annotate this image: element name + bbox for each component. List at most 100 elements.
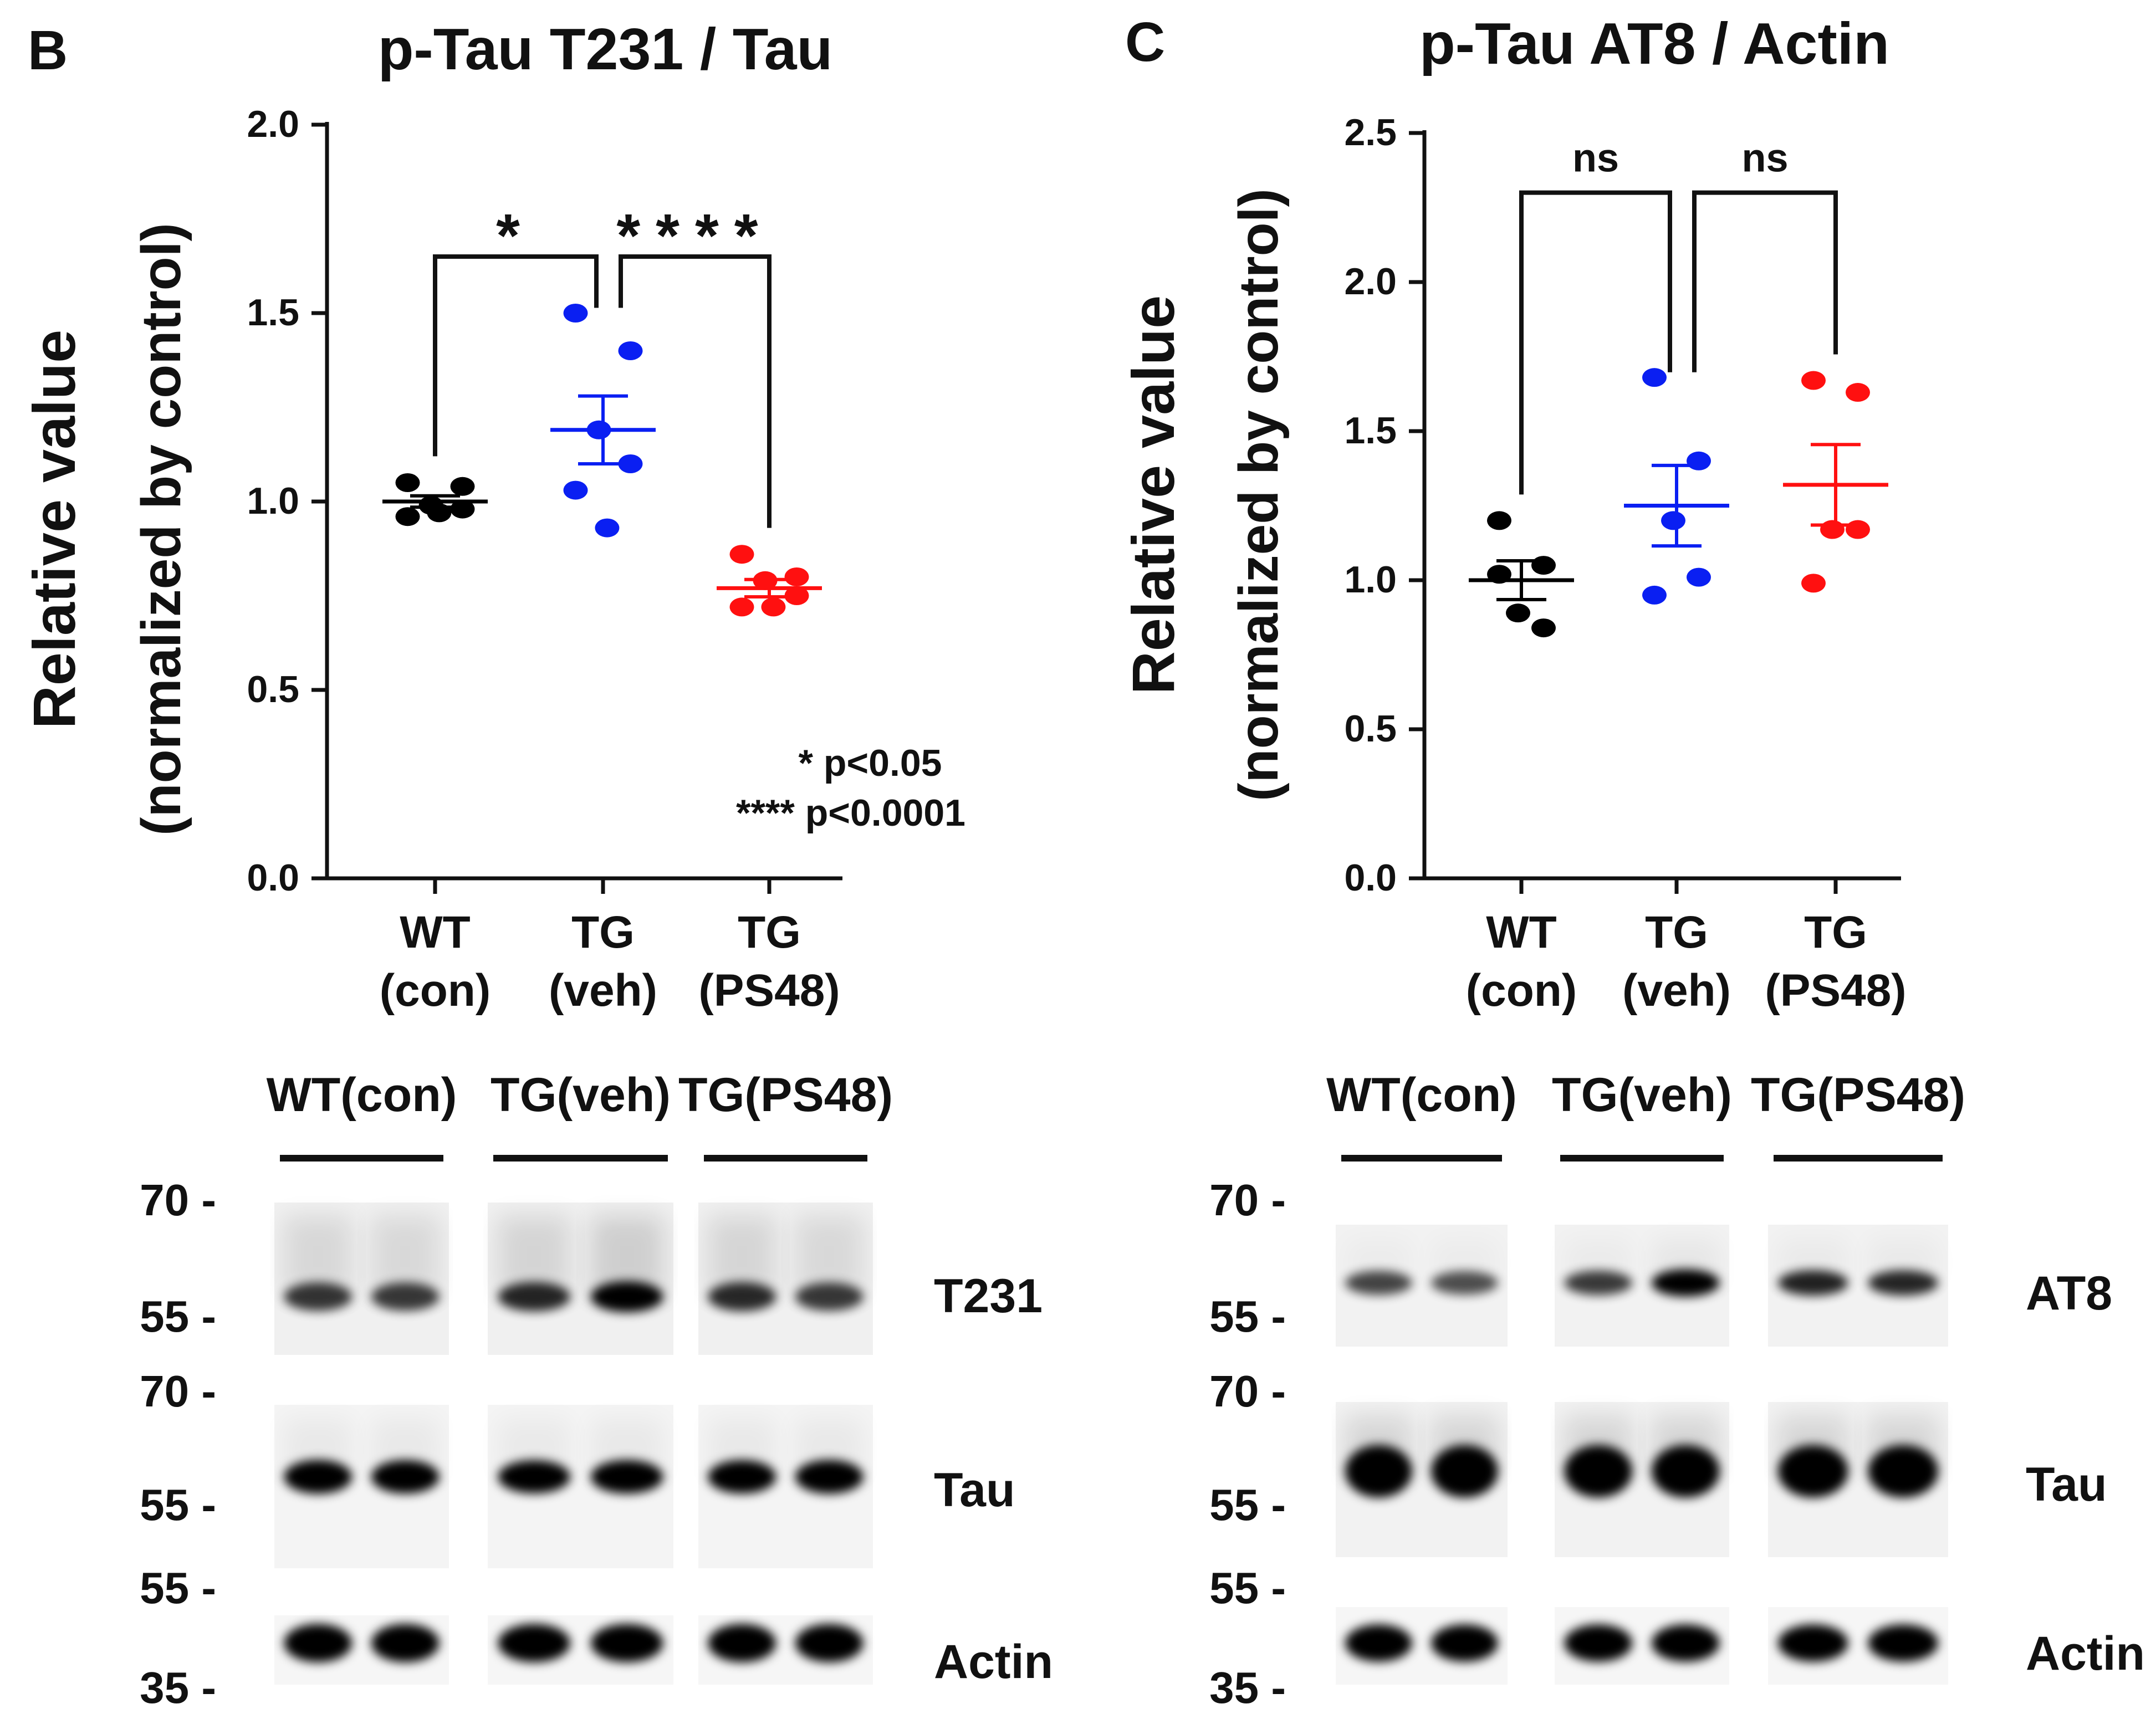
chart-c-significance-label: ns [1741,136,1788,181]
chart-c-point [1846,383,1870,402]
blot-c-band [1345,1271,1412,1295]
chart-b-significance-bracket [619,254,772,528]
blot-c-band [1431,1271,1498,1295]
chart-c-point [1661,511,1685,530]
chart-b-ylabel-line2: (normalized by control) [130,223,192,836]
blot-b-band-label: Tau [934,1464,1015,1517]
chart-b-x-label: TG [738,907,801,958]
chart-b-point [753,571,778,590]
chart-b-point [618,454,643,473]
blot-b-band [284,1624,352,1662]
chart-b-x-label-sub: (con) [380,965,491,1016]
western-blot-b: WT(con) TG(veh) TG(PS48) 70 - 55 - T231 70 - 55… [140,1068,1053,1712]
blot-c-band [1651,1624,1720,1662]
chart-b-y-tick-label: 2.0 [247,103,299,145]
blot-b-band-label: T231 [934,1270,1043,1323]
blot-b-band [590,1281,663,1312]
blot-b-band [371,1624,440,1662]
chart-b-y-tick-label: 1.5 [247,291,299,334]
blot-c-mw-marker: 70 - [1209,1175,1286,1225]
chart-b-significance-bracket [433,254,599,457]
chart-c-significance-bracket [1692,190,1838,372]
blot-b-band [795,1282,864,1311]
chart-b-point [618,341,643,360]
blot-c-band [1777,1445,1848,1498]
blot-c-band [1564,1271,1633,1295]
chart-b-point [586,420,611,439]
chart-c-point [1687,451,1711,470]
chart-b-y-tick-label: 0.0 [247,857,299,899]
chart-b-point [784,567,809,586]
blot-c-band [1868,1270,1939,1296]
blot-c-band [1777,1624,1848,1662]
blot-b-mw-marker: 70 - [140,1367,216,1416]
chart-b-x-label: TG [571,907,635,958]
blot-b-band [708,1460,776,1494]
blot-b-band [795,1460,864,1494]
chart-b-point [450,477,475,496]
blot-b-band [708,1624,776,1662]
chart-c-point [1846,520,1870,539]
chart-c-y-tick-label: 2.5 [1344,111,1397,154]
chart-b-note-1: * p<0.05 [799,742,942,784]
blot-b-band [708,1282,776,1312]
blot-c-group-label: TG(PS48) [1751,1068,1965,1122]
chart-c-point [1642,368,1667,387]
blot-b-band [590,1460,663,1494]
blot-b-band [795,1624,864,1662]
chart-c-significance-label: ns [1572,136,1619,181]
chart-c-x-label-sub: (veh) [1622,965,1731,1016]
blot-b-band [371,1460,440,1494]
chart-c-point [1820,520,1845,539]
chart-b-x-label: WT [400,907,470,958]
blot-b-mw-marker: 55 - [140,1563,216,1613]
blot-b-mw-marker: 35 - [140,1663,216,1712]
blot-b-group-label: WT(con) [267,1068,457,1122]
chart-c-y-tick-label: 0.0 [1344,857,1397,899]
chart-c-point [1506,603,1530,623]
blot-c-band [1345,1445,1412,1498]
chart-c-x-label-sub: (PS48) [1765,965,1906,1016]
chart-b-title: p-Tau T231 / Tau [378,17,833,82]
blot-b-mw-marker: 55 - [140,1480,216,1529]
blot-c-band [1868,1445,1939,1498]
chart-c-point [1531,556,1556,575]
blot-b-band [590,1624,663,1662]
chart-b-y-tick-label: 1.0 [247,480,299,522]
chart-c-y-tick-label: 1.0 [1344,559,1397,601]
chart-c-point [1487,511,1511,530]
blot-c-band [1431,1624,1498,1662]
blot-c-band-label: Actin [2026,1627,2145,1680]
chart-c-significance-bracket [1519,190,1672,495]
blot-c-band [1651,1269,1720,1297]
blot-c-band-label: Tau [2026,1458,2107,1511]
chart-c-x-label: TG [1804,907,1867,958]
chart-c-title: p-Tau AT8 / Actin [1419,11,1889,76]
chart-b-point [729,597,754,617]
chart-b-point [563,304,588,323]
chart-c-x-label: WT [1486,907,1556,958]
blot-b-mw-marker: 70 - [140,1175,216,1225]
chart-b-y-tick-label: 0.5 [247,668,299,710]
blot-b-group-label: TG(PS48) [678,1068,893,1122]
blot-c-mw-marker: 55 - [1209,1480,1286,1529]
blot-c-group-label: WT(con) [1326,1068,1517,1122]
blot-c-group-label: TG(veh) [1552,1068,1732,1122]
chart-b-point [595,518,620,538]
blot-c-band [1868,1624,1939,1662]
blot-b-band-label: Actin [934,1635,1053,1689]
chart-c-y-tick-label: 2.0 [1344,260,1397,303]
blot-c-band [1651,1445,1720,1498]
chart-b-x-label-sub: (veh) [549,965,657,1016]
chart-c-point [1642,585,1667,605]
chart-b-point [427,503,452,523]
blot-c-mw-marker: 70 - [1209,1367,1286,1416]
chart-b-point [761,597,786,617]
chart-b-significance-label: **** [616,202,773,270]
chart-c: p-Tau AT8 / Actin Relative value (normal… [1120,11,1907,1016]
chart-b: p-Tau T231 / Tau Relative value (normali… [21,17,965,1016]
blot-c-band [1564,1624,1633,1662]
chart-b-ylabel-line1: Relative value [21,330,88,729]
chart-c-point [1531,618,1556,638]
chart-c-point [1487,565,1511,584]
